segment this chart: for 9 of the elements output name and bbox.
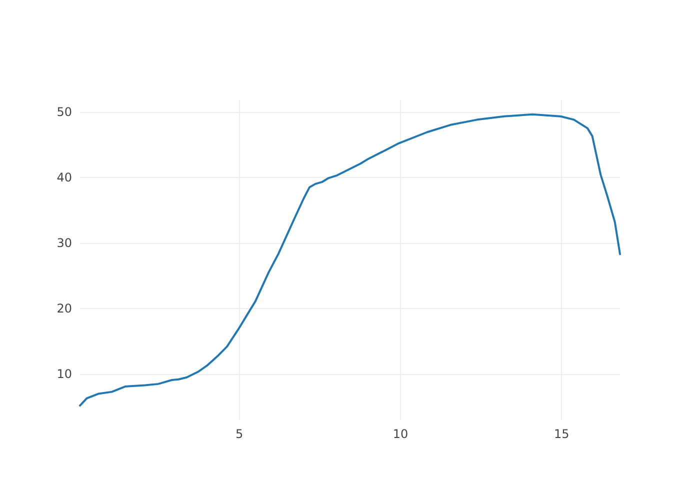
y-tick-label: 30 <box>56 236 72 250</box>
x-tick-label: 15 <box>554 427 570 441</box>
line-series <box>79 113 621 407</box>
y-tick-label: 10 <box>56 367 72 382</box>
y-tick-label: 50 <box>56 104 72 119</box>
x-tick-label: 10 <box>392 427 408 441</box>
y-tick-label: 40 <box>56 170 72 184</box>
y-tick-label: 20 <box>56 302 72 316</box>
x-tick-label: 5 <box>235 427 244 441</box>
